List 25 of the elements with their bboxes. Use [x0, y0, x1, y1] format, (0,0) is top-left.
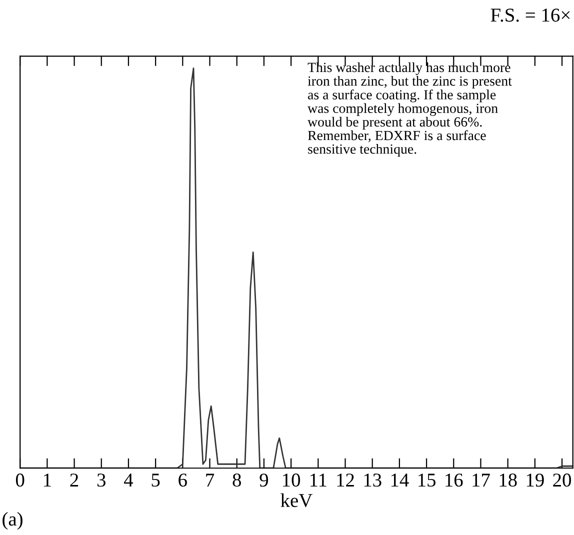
- x-tick-label: 19: [526, 474, 544, 487]
- x-tick-label: 11: [310, 474, 326, 486]
- annotation: This washer actually has much more iron than zinc, but the zinc is present as a surface coating. If the sample was completely homogenous, iron would be present at about 66%. Remember, EDXRF is a surface sensitive technique.: [308, 62, 512, 157]
- x-tick-label: 12: [337, 474, 354, 486]
- x-tick-label: 17: [472, 474, 490, 486]
- x-tick-label: 16: [446, 474, 463, 487]
- x-tick-label: 1: [44, 474, 51, 486]
- x-tick-label: 20: [553, 474, 571, 487]
- x-tick-label: 18: [500, 474, 517, 487]
- x-tick-label: 8: [232, 474, 241, 487]
- x-tick-label: 3: [97, 474, 106, 487]
- x-tick-label: 2: [70, 474, 78, 486]
- x-tick-label: 10: [283, 474, 300, 487]
- x-tick-label: 14: [391, 474, 409, 486]
- text: (a): [2, 512, 22, 530]
- x-tick-label: 15: [418, 474, 436, 487]
- x-axis-title: keV: [280, 493, 312, 508]
- x-tick-label: 5: [152, 474, 160, 487]
- x-tick-label: 13: [364, 474, 382, 487]
- x-tick-label: 7: [206, 474, 214, 486]
- x-tick-label: 0: [16, 474, 24, 487]
- x-tick-label: 4: [124, 474, 134, 486]
- text: F.S. = 16×: [490, 8, 570, 22]
- x-tick-label: 9: [260, 474, 268, 487]
- x-tick-label: 6: [178, 474, 187, 487]
